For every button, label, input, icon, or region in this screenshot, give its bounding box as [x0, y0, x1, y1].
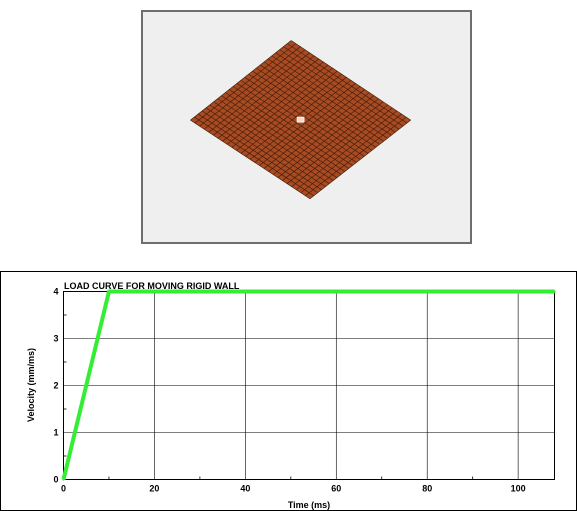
- mesh-line: [291, 107, 393, 187]
- x-tick-label: 40: [240, 484, 250, 494]
- mesh-line: [259, 86, 361, 166]
- velocity-data-point: [62, 478, 65, 481]
- velocity-data-point: [107, 290, 111, 293]
- mesh-line: [232, 86, 353, 166]
- mesh-line: [263, 89, 365, 169]
- mesh-line: [268, 92, 370, 172]
- y-tick-label: 4: [53, 287, 58, 297]
- y-tick-label: 0: [53, 475, 58, 485]
- grid-layer: [63, 291, 555, 480]
- mesh-line: [236, 83, 357, 163]
- y-tick-label: 2: [53, 381, 58, 391]
- mesh-line: [254, 83, 356, 163]
- mesh-line: [309, 119, 411, 199]
- mesh-grid-lines: [190, 40, 411, 199]
- mesh-plot: [190, 40, 411, 199]
- mesh-line: [272, 95, 375, 175]
- velocity-data-point: [553, 290, 556, 293]
- chart-svg: 0 20 40 60 80 100 0 1 2 3 4 LOAD CURVE FOR MOVING …: [0, 271, 577, 511]
- mesh-line: [225, 92, 346, 172]
- mesh-line: [213, 101, 334, 181]
- load-curve-chart: 0 20 40 60 80 100 0 1 2 3 4 LOAD CURVE FOR MOVING …: [0, 271, 577, 511]
- mesh-line: [205, 107, 326, 187]
- tick-layer: 0 20 40 60 80 100 0 1 2 3 4: [53, 287, 525, 494]
- mesh-line: [295, 110, 398, 190]
- y-tick-label: 3: [53, 334, 58, 344]
- mesh-line: [229, 89, 349, 169]
- x-tick-label: 100: [511, 484, 526, 494]
- mesh-line: [305, 116, 407, 196]
- series-layer: [61, 289, 556, 481]
- mesh-line: [221, 95, 342, 175]
- y-tick-label: 1: [53, 428, 58, 438]
- chart-title: LOAD CURVE FOR MOVING RIGID WALL: [64, 281, 240, 291]
- mesh-viewport: [141, 10, 472, 244]
- mesh-line: [277, 98, 379, 178]
- mesh-line: [300, 113, 402, 193]
- mesh-line: [198, 113, 318, 193]
- mesh-line: [194, 116, 314, 196]
- mesh-line: [190, 40, 292, 121]
- mesh-line: [190, 119, 311, 199]
- y-axis-title: Velocity (mm/ms): [26, 348, 36, 422]
- mesh-line: [291, 40, 411, 121]
- x-tick-label: 0: [61, 484, 66, 494]
- mesh-line: [282, 101, 384, 181]
- center-node-marker: [296, 116, 305, 123]
- x-axis-title: Time (ms): [288, 500, 330, 510]
- x-tick-label: 20: [149, 484, 159, 494]
- chart-frame: [0, 271, 577, 511]
- x-tick-label: 80: [422, 484, 432, 494]
- mesh-line: [201, 110, 322, 190]
- x-tick-label: 60: [331, 484, 341, 494]
- mesh-line: [217, 98, 338, 178]
- mesh-line: [209, 104, 330, 184]
- mesh-line: [286, 104, 388, 184]
